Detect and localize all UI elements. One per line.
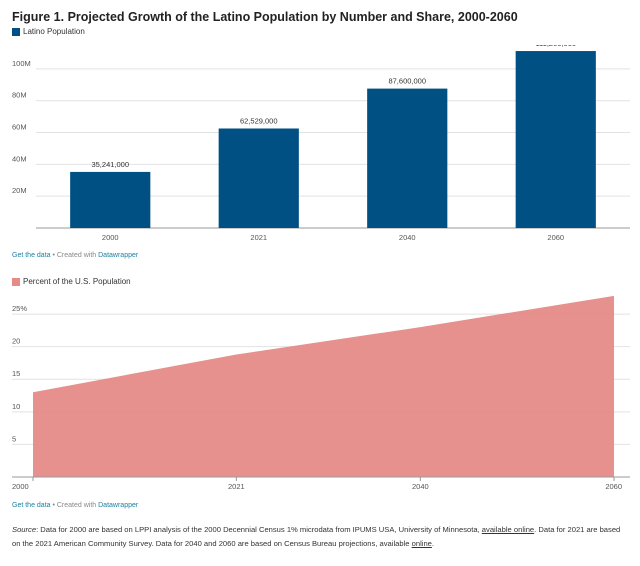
bar-y-tick-label: 40M: [12, 154, 27, 163]
bar-legend-label: Latino Population: [23, 27, 85, 36]
area-chart-credit: Get the data • Created with Datawrapper: [12, 502, 138, 509]
bar-value-label: 62,529,000: [240, 116, 278, 125]
bar-chart: 20M 40M 60M 80M 100M 35,241,000 2000 62,529,000…: [12, 45, 630, 242]
datawrapper-link-2[interactable]: Datawrapper: [98, 502, 139, 509]
credit-separator: • Created with: [50, 502, 99, 509]
bar-value-label: 35,241,000: [91, 160, 129, 169]
get-data-link-1[interactable]: Get the data: [12, 252, 51, 259]
area-y-tick-label: 5: [12, 434, 16, 443]
area-legend: Percent of the U.S. Population: [12, 277, 131, 286]
bar-chart-credit: Get the data • Created with Datawrapper: [12, 252, 138, 259]
area-y-tick-label: 20: [12, 337, 20, 346]
area-x-tick-label: 2021: [228, 482, 245, 491]
source-text-2: . Data for 2021 are based on the 2021 Am…: [12, 525, 621, 548]
credit-separator: • Created with: [50, 252, 99, 259]
area-x-tick-label: 2040: [412, 482, 429, 491]
area-x-tick-label: 2000: [12, 482, 29, 491]
area-series: [33, 295, 614, 477]
bar-y-tick-label: 80M: [12, 91, 27, 100]
bar-x-tick-label: 2060: [547, 233, 564, 242]
get-data-link-2[interactable]: Get the data: [12, 502, 51, 509]
source-text-1: : Data for 2000 are based on LPPI analys…: [36, 525, 482, 534]
bar-x-tick-label: 2021: [250, 233, 267, 242]
bar-legend-swatch: [12, 27, 20, 36]
area-legend-label: Percent of the U.S. Population: [23, 277, 131, 286]
bar: [515, 51, 596, 229]
bar-y-tick-label: 60M: [12, 123, 27, 132]
bar-y-tick-label: 20M: [12, 186, 27, 195]
bar: [367, 88, 448, 228]
source-label: Source: [12, 525, 37, 534]
area-y-tick-label: 15: [12, 369, 20, 378]
area-legend-swatch: [12, 277, 20, 286]
bar: [218, 128, 299, 228]
source-text-3: .: [431, 539, 435, 548]
figure-title: Figure 1. Projected Growth of the Latino…: [12, 10, 518, 24]
source-link-available-online[interactable]: available online: [481, 525, 535, 534]
bar-y-tick-label: 100M: [12, 59, 31, 68]
area-chart: 5 10 15 20 25% 2000 2021 2040 2060: [12, 295, 630, 491]
bar: [70, 171, 151, 228]
bar-value-label: 111,200,000: [535, 45, 576, 48]
bar-x-tick-label: 2040: [399, 233, 416, 242]
source-link-online[interactable]: online: [411, 539, 432, 548]
bar-legend: Latino Population: [12, 27, 85, 36]
area-x-tick-label: 2060: [605, 482, 622, 491]
area-y-tick-label: 25%: [12, 304, 27, 313]
datawrapper-link-1[interactable]: Datawrapper: [98, 252, 139, 259]
bar-x-tick-label: 2000: [102, 233, 119, 242]
bar-value-label: 87,600,000: [388, 77, 426, 86]
area-y-tick-label: 10: [12, 402, 20, 411]
source-note: Source: Data for 2000 are based on LPPI …: [12, 523, 628, 551]
